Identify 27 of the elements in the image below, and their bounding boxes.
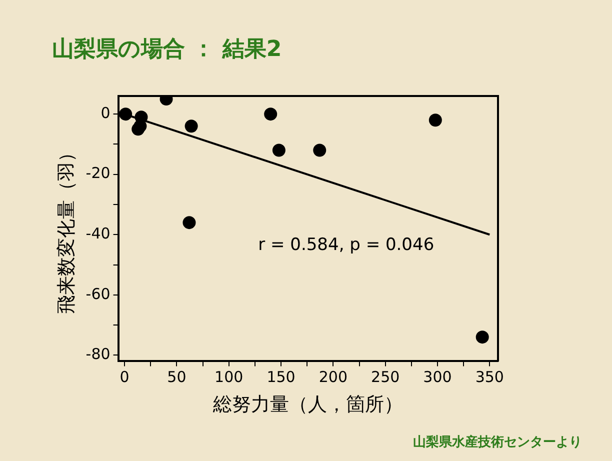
x-tick-label: 350 [475, 368, 504, 386]
y-tick-label: -20 [86, 164, 110, 182]
x-tick-label: 150 [266, 368, 296, 386]
x-tick-label: 100 [214, 368, 244, 386]
x-tick-label: 50 [167, 368, 186, 386]
chart-title: 山梨県の場合 ： 結果2 [52, 36, 282, 64]
x-axis-title: 総努力量（人，箇所） [212, 394, 404, 416]
point [132, 122, 145, 136]
x-tick-label: 300 [423, 368, 452, 386]
point [119, 108, 132, 121]
y-tick-label: -80 [86, 345, 110, 364]
y-tick-label: -60 [86, 284, 110, 303]
y-tick-label: 0 [100, 104, 110, 122]
x-tick-label: 250 [371, 368, 400, 386]
point [272, 144, 286, 157]
point [184, 120, 198, 133]
annotation: r = 0.584, p = 0.046 [258, 234, 434, 255]
point [182, 216, 196, 230]
x-tick-label: 0 [120, 368, 130, 386]
text: 山梨県水産技術センターより [413, 434, 582, 451]
point [476, 330, 489, 344]
x-tick-label: 200 [318, 368, 348, 386]
point [264, 108, 278, 121]
point [428, 114, 442, 127]
point [313, 144, 326, 157]
y-axis-title: 飛来数変化量（羽） [55, 143, 78, 314]
y-tick-label: -40 [86, 224, 110, 243]
